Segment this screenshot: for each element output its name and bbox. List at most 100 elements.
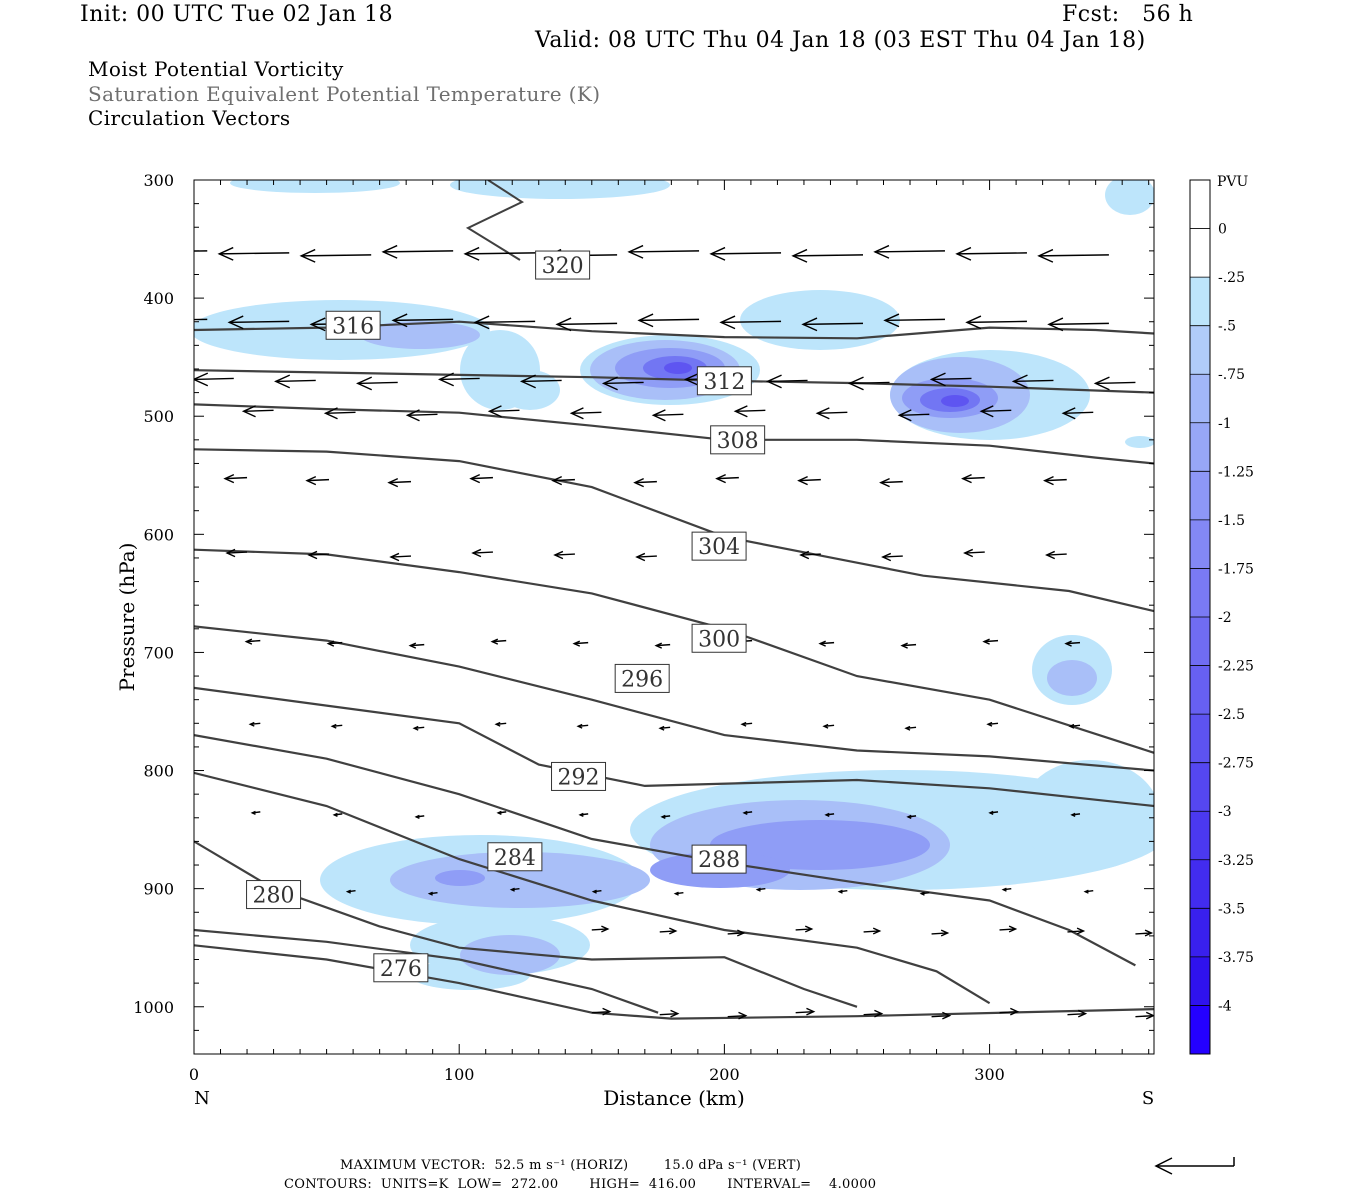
circulation-vector-head [437,372,454,387]
circulation-vector [470,476,493,480]
circulation-vector-head [227,315,244,330]
x-tick-label: 300 [974,1065,1005,1084]
circulation-vector-head [553,550,564,560]
circulation-vector-head [904,725,911,731]
circulation-vector [357,381,398,385]
colorbar-label: -2.25 [1218,659,1254,675]
circulation-vector-head [602,1007,612,1016]
circulation-vector-head [223,474,235,484]
circulation-vector-head [1070,812,1076,817]
circulation-vector-head [1144,929,1154,937]
circulation-vector-head [755,887,761,892]
colorbar-swatch [1190,859,1210,909]
circulation-vector-head [900,642,908,649]
colorbar-swatch [1190,471,1210,521]
theta-e-contour [194,369,1154,394]
colorbar-label: -2 [1218,610,1232,626]
circulation-vector [849,381,890,385]
y-tick-label: 400 [143,289,174,308]
colorbar-label: -.25 [1218,270,1245,286]
theta-e-contour [194,448,1154,613]
circulation-vector [880,480,903,484]
circulation-vector-head [669,927,678,935]
circulation-vector [552,478,575,482]
circulation-vector-head [471,548,482,558]
circulation-vector [767,379,808,383]
circulation-vector-head [551,476,563,486]
circulation-vector-head [555,317,572,332]
circulation-vector [306,478,330,482]
colorbar-unit: PVU [1217,174,1249,190]
circulation-vector [1067,930,1084,933]
circulation-vector-head [765,374,782,389]
colorbar-label: -.5 [1218,319,1236,335]
circulation-vector-head [601,925,610,933]
circulation-vector [962,476,985,480]
circulation-vector-head [274,374,291,389]
colorbar-label: -3.25 [1218,853,1254,869]
colorbar-swatch [1190,519,1210,569]
contour-label: 276 [373,953,429,983]
contour-label: 288 [691,844,747,874]
circulation-vector-head [463,246,480,261]
colorbar-swatch [1190,374,1210,424]
circulation-vector-head [217,246,234,261]
circulation-vector [328,641,343,645]
circulation-vector-head [519,374,536,389]
circulation-vector-head [1068,723,1075,729]
circulation-vector-head [986,721,993,727]
circulation-vector-head [330,723,337,729]
circulation-vector [1044,478,1067,482]
circulation-vector-head [469,474,481,484]
svg-text:280: 280 [253,884,295,909]
circulation-vector [1046,553,1067,556]
circulation-vector-head [881,552,892,562]
circulation-vector-head [250,810,256,815]
circulation-vector-head [572,640,581,647]
colorbar-swatch [1190,762,1210,812]
colorbar-label: -1.75 [1218,561,1254,577]
circulation-vector [1065,641,1081,645]
y-tick-label: 300 [143,171,174,190]
circulation-vector [1063,411,1094,415]
circulation-vector-head [806,1007,816,1016]
valid-time: Valid: 08 UTC Thu 04 Jan 18 (03 EST Thu … [535,28,1146,53]
x-axis-label: Distance (km) [603,1086,745,1110]
circulation-vector [325,411,356,415]
circulation-vector-head [323,407,338,420]
contour-label: 280 [246,880,302,910]
circulation-vector [966,320,1027,324]
contour-label: 308 [710,425,766,455]
circulation-vector-head [381,244,398,259]
circulation-vector-head [715,474,726,484]
circulation-vector [899,413,930,417]
circulation-vector-head [742,810,748,815]
circulation-vector [721,320,782,324]
circulation-vector [874,250,945,253]
circulation-vector-head [1093,376,1110,391]
colorbar-label: -.75 [1218,367,1245,383]
circulation-vector [653,413,684,417]
circulation-vector-head [305,476,317,486]
circulation-vector-head [487,405,502,418]
circulation-vector [308,553,330,556]
circulation-vector [820,641,835,645]
circulation-vector-head [660,814,666,819]
svg-text:288: 288 [698,848,740,873]
circulation-vector-head [356,376,373,391]
colorbar-swatch [1190,325,1210,375]
circulation-vector [735,409,766,413]
y-axis-label: Pressure (hPa) [115,543,139,692]
circulation-vector [1013,379,1054,383]
contour-label: 304 [691,531,747,561]
circulation-vector-head [635,552,646,562]
contour-info: CONTOURS: UNITS=K LOW= 272.00 HIGH= 416.… [284,1177,877,1192]
colorbar-label: 0 [1218,222,1227,238]
circulation-vector [1095,381,1136,385]
circulation-vector-head [299,248,316,263]
circulation-vector [1135,932,1152,935]
circulation-vector-head [1008,925,1018,933]
circulation-vector-head [633,478,644,488]
circulation-vector-head [307,550,318,560]
